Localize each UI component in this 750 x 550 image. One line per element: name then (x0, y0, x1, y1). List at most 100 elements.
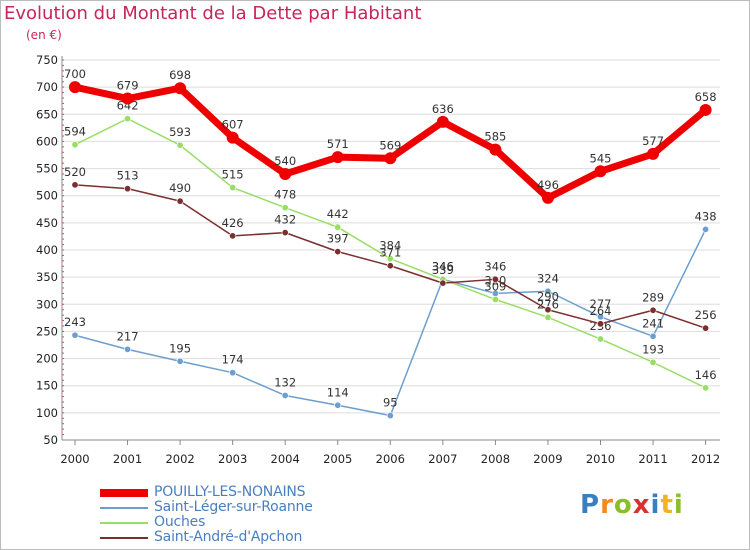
data-label: 513 (117, 169, 139, 183)
logo-letter: i (650, 490, 661, 520)
data-label: 585 (484, 130, 506, 144)
data-label: 95 (383, 396, 398, 410)
data-point (71, 331, 79, 339)
plot-area (62, 56, 720, 440)
data-point (649, 332, 657, 340)
data-point (436, 115, 449, 128)
y-tick-label: 600 (36, 134, 58, 148)
data-point (334, 401, 342, 409)
legend-swatch (100, 522, 148, 524)
data-point (121, 92, 134, 105)
y-tick-label: 550 (36, 162, 58, 176)
data-label: 146 (695, 368, 717, 382)
x-tick-label: 2007 (428, 452, 457, 466)
data-label: 384 (379, 239, 401, 253)
data-label: 290 (537, 290, 559, 304)
data-label: 432 (274, 213, 296, 227)
y-tick-label: 650 (36, 107, 58, 121)
data-point (702, 384, 710, 392)
x-tick-label: 2012 (691, 452, 720, 466)
data-label: 679 (117, 79, 139, 93)
x-tick-label: 2009 (533, 452, 562, 466)
data-label: 289 (642, 290, 664, 304)
data-point (386, 412, 394, 420)
data-label: 339 (432, 263, 454, 277)
data-point (596, 335, 604, 343)
y-tick-label: 250 (36, 324, 58, 338)
y-tick-label: 300 (36, 297, 58, 311)
data-label: 698 (169, 68, 191, 82)
x-tick-label: 2006 (376, 452, 405, 466)
data-label: 658 (695, 90, 717, 104)
data-point (176, 197, 184, 205)
legend-label: Saint-André-d'Apchon (154, 529, 303, 545)
legend-swatch (100, 537, 148, 539)
data-label: 277 (590, 297, 612, 311)
data-point (281, 391, 289, 399)
data-point (174, 82, 187, 95)
legend-label: Saint-Léger-sur-Roanne (154, 499, 313, 515)
data-point (176, 357, 184, 365)
data-point (71, 181, 79, 189)
data-point (229, 232, 237, 240)
data-label: 397 (327, 232, 349, 246)
data-label: 426 (222, 216, 244, 230)
data-label: 571 (327, 137, 349, 151)
data-label: 132 (274, 375, 296, 389)
x-tick-label: 2001 (113, 452, 142, 466)
data-label: 636 (432, 102, 454, 116)
data-label: 346 (484, 259, 506, 273)
logo-letter: i (673, 490, 684, 520)
logo-letter: t (660, 490, 674, 520)
data-label: 496 (537, 178, 559, 192)
data-point (281, 204, 289, 212)
data-point (229, 184, 237, 192)
data-label: 324 (537, 271, 559, 285)
legend-label: Ouches (154, 514, 206, 530)
y-tick-label: 200 (36, 352, 58, 366)
data-point (331, 151, 344, 164)
data-point (649, 306, 657, 314)
data-point (229, 369, 237, 377)
data-point (334, 248, 342, 256)
data-point (544, 313, 552, 321)
legend-label: POUILLY-LES-NONAINS (154, 484, 306, 500)
data-label: 195 (169, 341, 191, 355)
data-label: 478 (274, 188, 296, 202)
logo-letter: r (600, 490, 614, 520)
data-point (124, 115, 132, 123)
data-point (384, 152, 397, 165)
legend-swatch (100, 489, 148, 497)
data-label: 243 (64, 315, 86, 329)
logo-letter: o (613, 490, 633, 520)
data-point (279, 168, 292, 180)
data-point (124, 185, 132, 193)
proxiti-logo: Proxiti (580, 490, 684, 520)
x-tick-label: 2005 (323, 452, 352, 466)
data-label: 642 (117, 99, 139, 113)
data-point (69, 81, 81, 94)
data-point (71, 141, 79, 149)
data-point (699, 103, 712, 116)
data-label: 114 (327, 385, 349, 399)
y-tick-label: 350 (36, 270, 58, 284)
y-tick-label: 150 (36, 379, 58, 393)
data-label: 276 (537, 297, 559, 311)
data-point (386, 255, 394, 263)
data-point (334, 223, 342, 231)
x-tick-label: 2000 (60, 452, 89, 466)
data-label: 193 (642, 342, 664, 356)
data-point (439, 279, 447, 287)
data-label: 174 (222, 353, 244, 367)
data-label: 577 (642, 134, 664, 148)
data-label: 569 (379, 138, 401, 152)
data-label: 371 (379, 246, 401, 260)
data-label: 594 (64, 125, 86, 139)
data-point (647, 147, 660, 160)
y-tick-label: 750 (36, 53, 58, 67)
data-point (491, 295, 499, 303)
data-label: 593 (169, 125, 191, 139)
data-label: 256 (695, 308, 717, 322)
legend-swatch (100, 507, 148, 509)
